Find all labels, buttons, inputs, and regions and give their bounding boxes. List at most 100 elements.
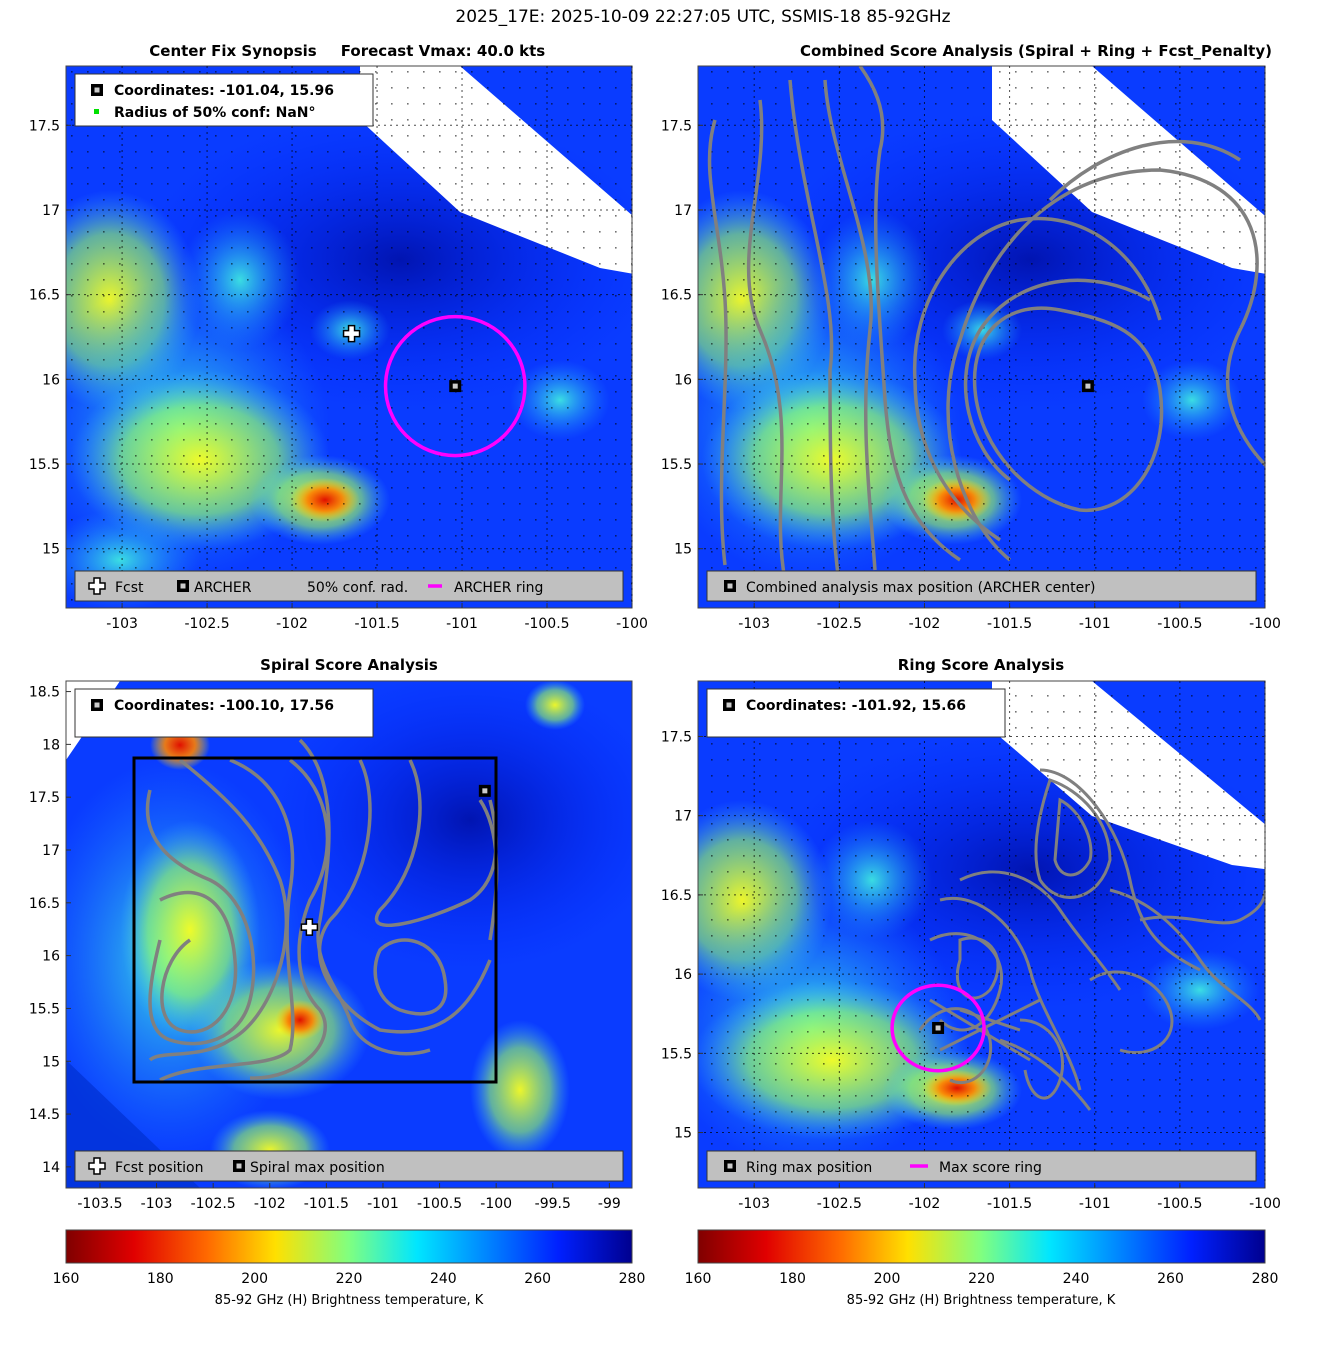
x-tick-label: -100.5 (524, 616, 569, 632)
legend-entry: Fcst (115, 580, 144, 596)
x-tick-label: -102.5 (817, 616, 862, 632)
panel-3-overlay: -103 -102.5 -102 -101.5 -101 -100.5 -100 15 15.5… (661, 681, 1281, 1212)
panel-spiral: Spiral Score Analysis (65, 656, 633, 1189)
colorbar-tick-label: 260 (1157, 1271, 1184, 1287)
y-tick-label: 15 (42, 1054, 60, 1070)
y-tick-label: 16.5 (661, 288, 692, 304)
panel-c-title: Spiral Score Analysis (260, 656, 438, 674)
colorbar-left-label: 85-92 GHz (H) Brightness temperature, K (215, 1293, 484, 1308)
info-box (74, 688, 374, 738)
y-tick-label: 17 (674, 203, 692, 219)
y-tick-label: 17 (674, 809, 692, 825)
colorbar-right: 85-92 GHz (H) Brightness temperature, K (697, 1229, 1266, 1308)
panel-d-heatmap (698, 681, 1265, 1188)
y-tick-label: 17 (42, 843, 60, 859)
x-tick-label: -102 (909, 1196, 941, 1212)
y-tick-label: 16 (42, 949, 60, 965)
y-tick-label: 16.5 (661, 888, 692, 904)
x-tick-label: -100.5 (1157, 1196, 1202, 1212)
search-box (132, 756, 498, 1084)
info-line: Coordinates: -101.04, 15.96 (114, 83, 334, 99)
x-tick-label: -101 (367, 1196, 399, 1212)
colorbar-0-ticks: 160 180 200 220 240 260 280 (53, 1258, 646, 1287)
legend-entry: Max score ring (939, 1160, 1042, 1176)
legend-fcst-marker (88, 1157, 106, 1175)
legend-entry: Fcst position (115, 1160, 203, 1176)
dynamic-layer: -103 -102.5 -102 -101.5 -101 -100.5 -100 15 15.5… (29, 66, 1281, 1287)
legend-entry: ARCHER ring (454, 580, 543, 596)
colorbar-tick-label: 200 (874, 1271, 901, 1287)
legend-box (74, 1150, 624, 1182)
y-tick-label: 16 (674, 967, 692, 983)
colorbar-tick-label: 260 (524, 1271, 551, 1287)
x-tick-label: -102.5 (817, 1196, 862, 1212)
y-tick-label: 15.5 (29, 457, 60, 473)
x-tick-label: -101.5 (354, 616, 399, 632)
legend-entry: Spiral max position (250, 1160, 385, 1176)
panel-ring: Ring Score Analysis (697, 656, 1266, 1189)
panel-d-title: Ring Score Analysis (898, 656, 1065, 674)
colorbar-tick-label: 280 (619, 1271, 646, 1287)
panel-0-overlay: -103 -102.5 -102 -101.5 -101 -100.5 -100 15 15.5… (29, 66, 648, 632)
legend-box (74, 570, 624, 602)
y-tick-label: 16 (674, 372, 692, 388)
info-line: Coordinates: -100.10, 17.56 (114, 698, 334, 714)
colorbar-left: 85-92 GHz (H) Brightness temperature, K (65, 1229, 633, 1308)
panel-a-heatmap (66, 66, 632, 608)
colorbar-tick-label: 220 (336, 1271, 363, 1287)
y-tick-label: 14 (42, 1160, 60, 1176)
x-tick-label: -102 (276, 616, 308, 632)
legend-entry: Combined analysis max position (ARCHER c… (746, 580, 1095, 596)
panel-b-title: Combined Score Analysis (Spiral + Ring +… (800, 42, 1272, 60)
x-tick-label: -101 (1079, 616, 1111, 632)
x-tick-label: -101.5 (987, 616, 1032, 632)
panel-a-title: Center Fix Synopsis (149, 42, 316, 60)
x-tick-label: -101 (446, 616, 478, 632)
panel-c-heatmap (66, 681, 632, 1188)
panel-a-vmax: Forecast Vmax: 40.0 kts (341, 42, 545, 60)
y-tick-label: 15.5 (29, 1001, 60, 1017)
colorbar-tick-label: 180 (779, 1271, 806, 1287)
ring-contours (918, 768, 1265, 1111)
panel-combined: Combined Score Analysis (Spiral + Ring +… (697, 42, 1272, 609)
fcst-marker (342, 324, 361, 343)
max-score-ring (890, 983, 986, 1073)
x-tick-label: -101.5 (304, 1196, 349, 1212)
y-tick-label: 16.5 (29, 896, 60, 912)
colorbar-right-scale (697, 1229, 1266, 1264)
y-tick-label: 16 (42, 372, 60, 388)
colorbar-tick-label: 240 (430, 1271, 457, 1287)
x-tick-label: -100.5 (1157, 616, 1202, 632)
colorbar-right-label: 85-92 GHz (H) Brightness temperature, K (847, 1293, 1116, 1308)
panel-2-overlay: -103.5 -103 -102.5 -102 -101.5 -101 -100.5 -100… (29, 685, 624, 1212)
y-tick-label: 15.5 (661, 1046, 692, 1062)
legend-entry: 50% conf. rad. (307, 580, 408, 596)
colorbar-tick-label: 180 (147, 1271, 174, 1287)
x-tick-label: -103.5 (77, 1196, 122, 1212)
y-tick-label: 15 (674, 1126, 692, 1142)
x-tick-label: -100 (480, 1196, 512, 1212)
x-tick-label: -100 (1249, 1196, 1281, 1212)
y-tick-label: 15.5 (661, 457, 692, 473)
info-line: Coordinates: -101.92, 15.66 (746, 698, 966, 714)
legend-entry: Ring max position (746, 1160, 872, 1176)
colorbar-tick-label: 220 (968, 1271, 995, 1287)
info-box (74, 73, 374, 127)
x-tick-label: -102 (254, 1196, 286, 1212)
legend-fcst-marker (88, 577, 106, 595)
legend-entry: ARCHER (194, 580, 252, 596)
x-tick-label: -100.5 (417, 1196, 462, 1212)
x-tick-label: -103 (738, 1196, 770, 1212)
legend-box (706, 570, 1257, 602)
y-tick-label: 17.5 (29, 790, 60, 806)
colorbar-tick-label: 160 (685, 1271, 712, 1287)
y-tick-label: 17.5 (29, 118, 60, 134)
x-tick-label: -102.5 (191, 1196, 236, 1212)
x-tick-label: -103 (106, 616, 138, 632)
colorbar-tick-label: 240 (1063, 1271, 1090, 1287)
x-tick-label: -101.5 (987, 1196, 1032, 1212)
x-tick-label: -102.5 (185, 616, 230, 632)
y-tick-label: 17 (42, 203, 60, 219)
x-tick-label: -103 (141, 1196, 173, 1212)
